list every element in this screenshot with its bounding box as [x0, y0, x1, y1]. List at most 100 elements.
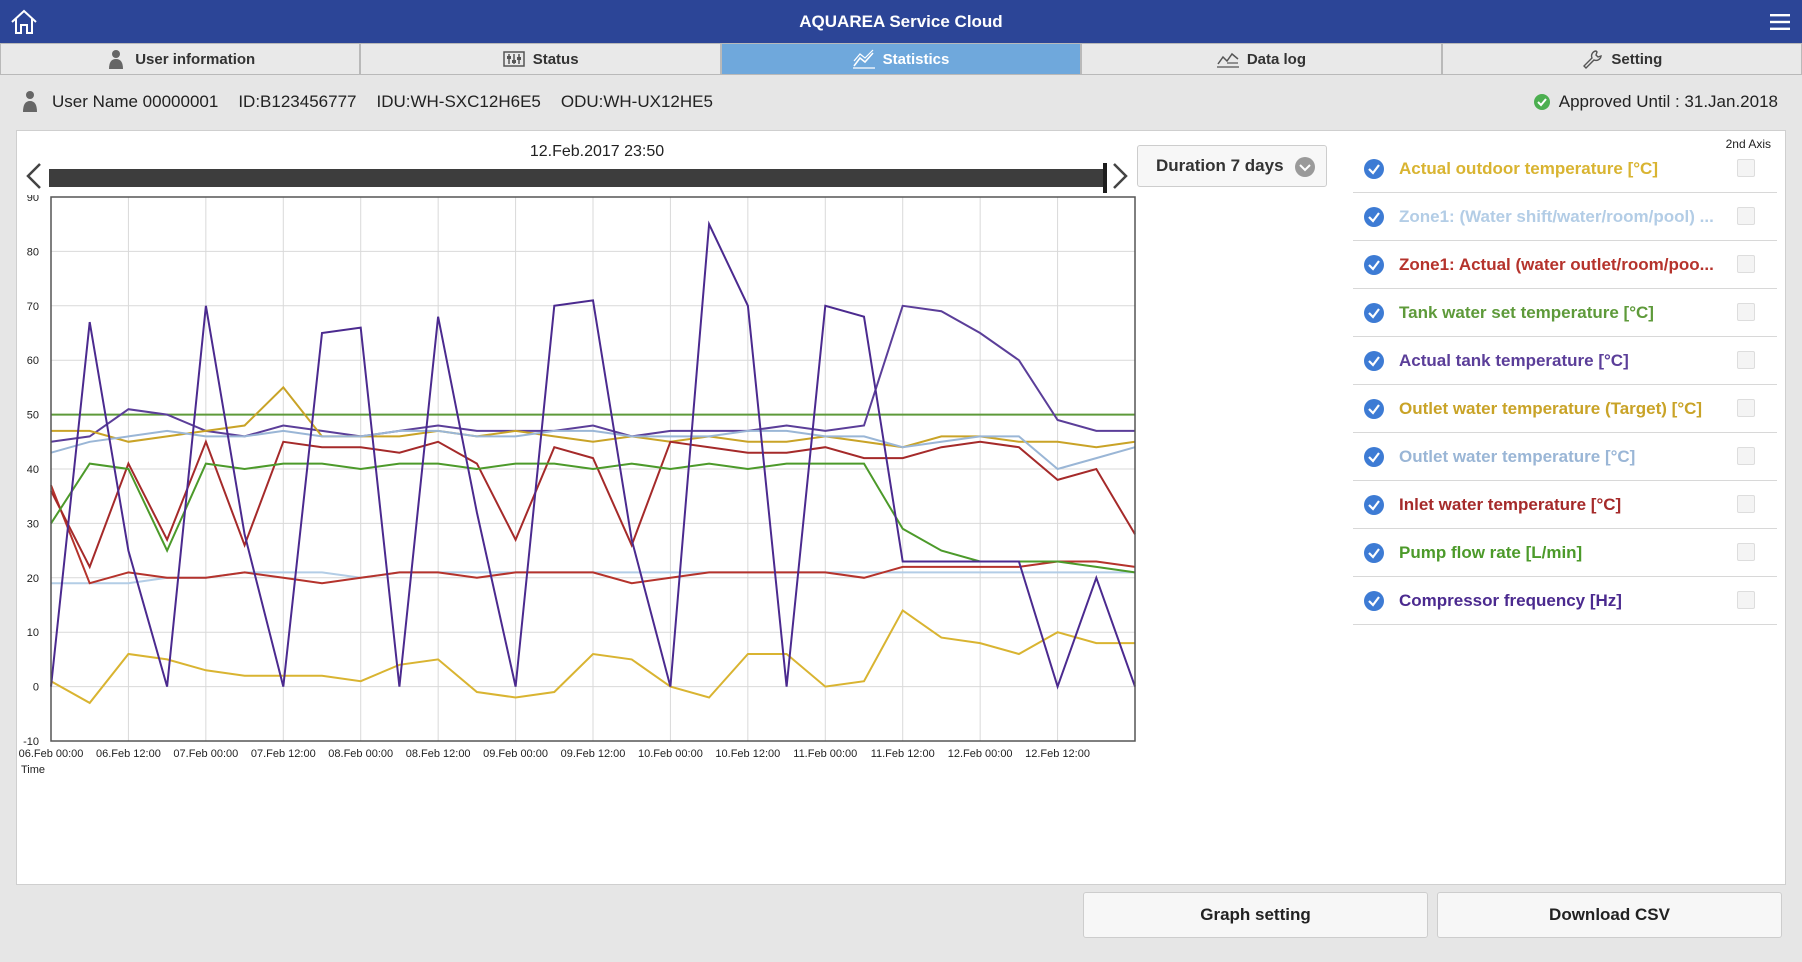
second-axis-checkbox[interactable] [1737, 351, 1755, 369]
second-axis-header: 2nd Axis [1725, 137, 1771, 151]
series-legend: 2nd Axis Actual outdoor temperature [°C]… [1353, 131, 1783, 691]
tab-bar: User information Status Statistics Data … [0, 43, 1802, 75]
second-axis-checkbox[interactable] [1737, 543, 1755, 561]
tab-status[interactable]: Status [360, 43, 721, 75]
legend-label: Compressor frequency [Hz] [1399, 590, 1622, 610]
y-tick-label: 90 [27, 195, 39, 204]
time-range-slider[interactable] [49, 163, 1107, 193]
legend-label: Tank water set temperature [°C] [1399, 302, 1654, 322]
tab-label: User information [135, 50, 256, 68]
second-axis-checkbox[interactable] [1737, 447, 1755, 465]
sliders-icon [502, 51, 525, 67]
y-tick-label: 40 [27, 464, 39, 476]
hamburger-menu-icon[interactable] [1766, 8, 1794, 36]
user-icon [109, 50, 124, 69]
chart-line-icon [852, 49, 875, 69]
checked-icon[interactable] [1363, 446, 1385, 468]
statistics-panel: 12.Feb.2017 23:50 Duration 7 days -10 0 10… [16, 130, 1786, 885]
series-line [50, 462, 1136, 574]
tab-setting[interactable]: Setting [1441, 43, 1802, 75]
x-tick-label: 12.Feb 12:00 [1025, 748, 1090, 760]
legend-label: Outlet water temperature (Target) [°C] [1399, 398, 1703, 418]
x-tick-label: 10.Feb 12:00 [715, 748, 780, 760]
graph-setting-button[interactable]: Graph setting [1083, 892, 1428, 938]
wrench-icon [1583, 50, 1603, 69]
legend-item[interactable]: Outlet water temperature [°C] [1353, 433, 1777, 481]
x-tick-label: 08.Feb 00:00 [328, 748, 393, 760]
legend-label: Actual tank temperature [°C] [1399, 350, 1629, 370]
plot-border [50, 196, 1136, 742]
series-line [50, 220, 1136, 690]
legend-item[interactable]: Inlet water temperature [°C] [1353, 481, 1777, 529]
second-axis-checkbox[interactable] [1737, 255, 1755, 273]
checked-icon[interactable] [1363, 254, 1385, 276]
legend-label: Outlet water temperature [°C] [1399, 446, 1636, 466]
x-tick-label: 11.Feb 12:00 [871, 748, 935, 760]
indoor-unit-model: IDU:WH-SXC12H6E5 [376, 92, 541, 111]
data-log-icon [1216, 52, 1239, 68]
legend-item[interactable]: Actual outdoor temperature [°C] [1353, 145, 1777, 193]
legend-label: Actual outdoor temperature [°C] [1399, 158, 1658, 178]
person-icon [23, 91, 37, 112]
legend-label: Pump flow rate [L/min] [1399, 542, 1583, 562]
legend-item[interactable]: Compressor frequency [Hz] [1353, 577, 1777, 625]
y-tick-label: 30 [27, 518, 39, 530]
y-tick-label: 10 [27, 627, 39, 639]
duration-value: Duration 7 days [1156, 156, 1284, 175]
series-line [51, 385, 1136, 449]
x-tick-label: 06.Feb 00:00 [19, 748, 84, 760]
tab-user-information[interactable]: User information [0, 43, 361, 75]
duration-dropdown[interactable]: Duration 7 days [1137, 145, 1327, 187]
user-name: User Name 00000001 [52, 92, 219, 111]
home-icon[interactable] [8, 6, 40, 38]
next-period-icon[interactable] [1109, 161, 1131, 191]
statistics-line-chart: -10 0 10 20 30 40 50 60 70 80 90 06.Feb 00:00 06.Feb… [19, 195, 1136, 776]
x-tick-label: 07.Feb 12:00 [251, 748, 316, 760]
tab-label: Status [532, 50, 579, 68]
second-axis-checkbox[interactable] [1737, 495, 1755, 513]
second-axis-checkbox[interactable] [1737, 303, 1755, 321]
checked-icon[interactable] [1363, 590, 1385, 612]
user-info-bar: User Name 00000001 ID:B123456777 IDU:WH-… [0, 86, 1802, 118]
top-bar: AQUAREA Service Cloud [0, 0, 1802, 43]
legend-item[interactable]: Tank water set temperature [°C] [1353, 289, 1777, 337]
second-axis-checkbox[interactable] [1737, 159, 1755, 177]
y-tick-label: 50 [27, 410, 39, 422]
legend-item[interactable]: Zone1: (Water shift/water/room/pool) ... [1353, 193, 1777, 241]
outdoor-unit-model: ODU:WH-UX12HE5 [560, 92, 713, 111]
download-csv-button[interactable]: Download CSV [1437, 892, 1782, 938]
checked-icon[interactable] [1363, 542, 1385, 564]
legend-item[interactable]: Actual tank temperature [°C] [1353, 337, 1777, 385]
x-tick-label: 08.Feb 12:00 [406, 748, 471, 760]
x-tick-label: 10.Feb 00:00 [638, 748, 703, 760]
second-axis-checkbox[interactable] [1737, 399, 1755, 417]
series-line [50, 429, 1136, 471]
chevron-down-icon [1295, 157, 1315, 177]
checked-icon[interactable] [1363, 398, 1385, 420]
tab-statistics[interactable]: Statistics [720, 43, 1082, 75]
previous-period-icon[interactable] [23, 161, 45, 191]
y-tick-label: 60 [27, 355, 39, 367]
tab-label: Data log [1246, 50, 1307, 68]
series-line [50, 304, 1135, 443]
approved-until-text: Approved Until : 31.Jan.2018 [1558, 92, 1778, 111]
legend-label: Inlet water temperature [°C] [1399, 494, 1622, 514]
checked-icon[interactable] [1363, 494, 1385, 516]
checked-icon[interactable] [1363, 350, 1385, 372]
x-tick-label: 11.Feb 00:00 [793, 748, 857, 760]
legend-label: Zone1: (Water shift/water/room/pool) ... [1399, 206, 1714, 226]
second-axis-checkbox[interactable] [1737, 591, 1755, 609]
checked-icon[interactable] [1363, 206, 1385, 228]
legend-item[interactable]: Zone1: Actual (water outlet/room/poo... [1353, 241, 1777, 289]
user-id: ID:B123456777 [238, 92, 357, 111]
legend-item[interactable]: Outlet water temperature (Target) [°C] [1353, 385, 1777, 433]
series-line [50, 608, 1135, 705]
x-axis-title: Time [21, 764, 45, 776]
checked-icon[interactable] [1363, 158, 1385, 180]
tab-data-log[interactable]: Data log [1081, 43, 1442, 75]
legend-item[interactable]: Pump flow rate [L/min] [1353, 529, 1777, 577]
slider-handle[interactable] [1103, 163, 1107, 193]
second-axis-checkbox[interactable] [1737, 207, 1755, 225]
checked-icon[interactable] [1363, 302, 1385, 324]
y-tick-label: 70 [27, 301, 39, 313]
